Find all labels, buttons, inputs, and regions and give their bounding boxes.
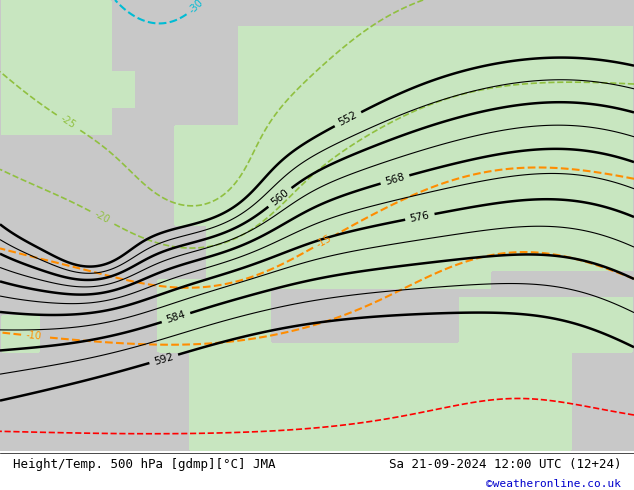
Text: 552: 552 — [337, 110, 359, 128]
Text: 560: 560 — [269, 187, 291, 207]
Text: 592: 592 — [153, 351, 175, 367]
Text: -25: -25 — [58, 114, 77, 131]
Text: Height/Temp. 500 hPa [gdmp][°C] JMA: Height/Temp. 500 hPa [gdmp][°C] JMA — [13, 458, 275, 471]
Text: -30: -30 — [187, 0, 205, 15]
Text: -15: -15 — [315, 233, 333, 249]
Text: 584: 584 — [165, 310, 187, 325]
Text: 576: 576 — [409, 210, 430, 223]
Text: Sa 21-09-2024 12:00 UTC (12+24): Sa 21-09-2024 12:00 UTC (12+24) — [389, 458, 621, 471]
Text: -20: -20 — [93, 209, 111, 225]
Text: 568: 568 — [384, 172, 406, 187]
Text: -10: -10 — [25, 330, 42, 342]
Text: ©weatheronline.co.uk: ©weatheronline.co.uk — [486, 479, 621, 489]
